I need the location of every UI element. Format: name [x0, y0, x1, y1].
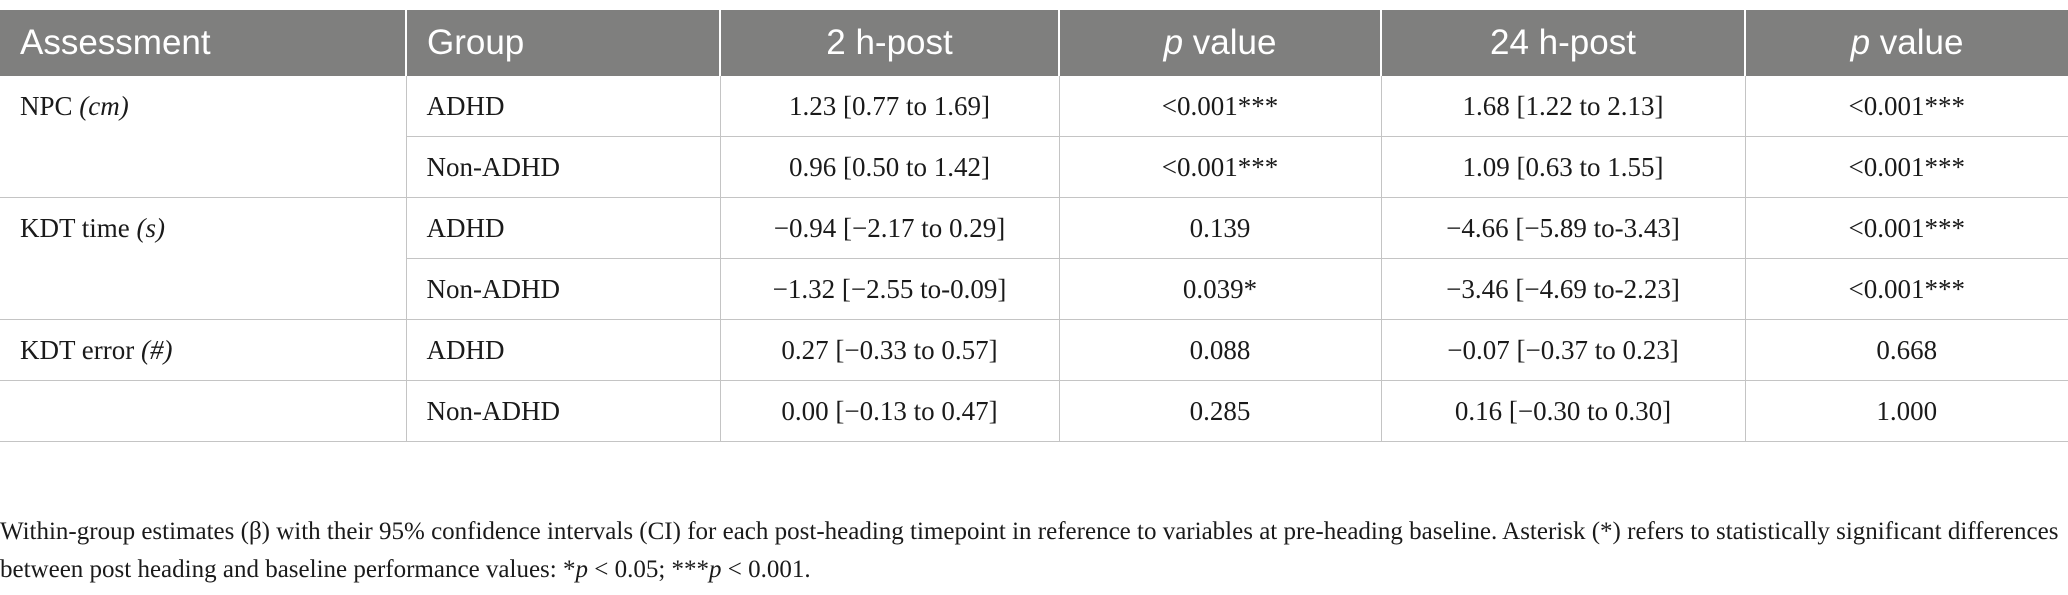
assessment-unit: (cm) [79, 91, 129, 121]
table-row: Non-ADHD 0.96 [0.50 to 1.42] <0.001*** 1… [0, 136, 2068, 198]
header-p-value-2h: p value [1059, 10, 1382, 76]
table-footnote: Within-group estimates (β) with their 95… [0, 513, 2060, 589]
header-assessment: Assessment [0, 10, 407, 76]
estimate-24h-cell: −0.07 [−0.37 to 0.23] [1380, 319, 1746, 381]
estimate-2h-cell: 0.00 [−0.13 to 0.47] [719, 380, 1060, 442]
assessment-name: KDT time [20, 213, 137, 243]
footnote-text: < 0.05; *** [587, 556, 710, 583]
assessment-name: NPC [20, 91, 80, 121]
header-24h-post: 24 h-post [1381, 10, 1746, 76]
p-value-24h-cell: <0.001*** [1744, 136, 2068, 198]
estimate-24h-cell: 1.09 [0.63 to 1.55] [1380, 136, 1746, 198]
estimate-2h-cell: 1.23 [0.77 to 1.69] [719, 76, 1060, 137]
header-group: Group [406, 10, 721, 76]
table-row: NPC (cm) ADHD 1.23 [0.77 to 1.69] <0.001… [0, 76, 2068, 198]
estimate-24h-cell: 1.68 [1.22 to 2.13] [1380, 76, 1746, 137]
estimate-24h-cell: 0.16 [−0.30 to 0.30] [1380, 380, 1746, 442]
p-value-24h-cell: 1.000 [1744, 380, 2068, 442]
assessment-unit: (#) [140, 334, 173, 365]
table-body: NPC (cm) ADHD 1.23 [0.77 to 1.69] <0.001… [0, 76, 2068, 442]
table-row: KDT error (#) ADHD 0.27 [−0.33 to 0.57] … [0, 319, 2068, 381]
footnote-p-symbol: p [709, 556, 722, 583]
estimate-2h-cell: 0.27 [−0.33 to 0.57] [719, 319, 1060, 381]
p-value-2h-cell: 0.039* [1058, 258, 1382, 320]
assessment-cell-kdt-error: KDT error (#) [0, 319, 407, 381]
header-p-symbol: p [1850, 23, 1871, 62]
estimate-2h-cell: 0.96 [0.50 to 1.42] [719, 136, 1060, 198]
estimate-2h-cell: −1.32 [−2.55 to-0.09] [719, 258, 1060, 320]
p-value-2h-cell: 0.285 [1058, 380, 1382, 442]
group-cell: ADHD [405, 197, 721, 259]
header-p-symbol: p [1163, 23, 1184, 62]
estimate-2h-cell: −0.94 [−2.17 to 0.29] [719, 197, 1060, 259]
results-table-container: Assessment Group 2 h-post p value 24 h-p… [0, 10, 2068, 442]
footnote-text: < 0.001. [721, 556, 811, 583]
footnote-text: Within-group estimates (β) with their 95… [0, 518, 2059, 583]
p-value-2h-cell: <0.001*** [1058, 136, 1382, 198]
p-value-24h-cell: <0.001*** [1744, 76, 2068, 137]
group-cell: Non-ADHD [406, 258, 721, 320]
group-cell: Non-ADHD [405, 380, 721, 442]
header-2h-post: 2 h-post [720, 10, 1060, 76]
assessment-cell-npc: NPC (cm) [0, 76, 407, 198]
assessment-cell-kdt-time: KDT time (s) [0, 197, 407, 320]
p-value-24h-cell: <0.001*** [1744, 258, 2068, 320]
group-cell: ADHD [405, 319, 721, 381]
assessment-unit: (s) [136, 213, 166, 243]
footnote-p-symbol: p [575, 556, 588, 583]
group-cell: ADHD [405, 76, 721, 137]
p-value-2h-cell: <0.001*** [1058, 76, 1382, 137]
table-row: KDT time (s) ADHD −0.94 [−2.17 to 0.29] … [0, 197, 2068, 320]
group-cell: Non-ADHD [406, 136, 721, 198]
assessment-name: KDT error [20, 334, 141, 365]
table-row: Non-ADHD −1.32 [−2.55 to-0.09] 0.039* −3… [0, 258, 2068, 320]
table-row: Non-ADHD 0.00 [−0.13 to 0.47] 0.285 0.16… [0, 380, 2068, 442]
p-value-24h-cell: <0.001*** [1744, 197, 2068, 259]
estimate-24h-cell: −3.46 [−4.69 to-2.23] [1380, 258, 1746, 320]
assessment-cell-empty [0, 380, 407, 442]
p-value-24h-cell: 0.668 [1744, 319, 2068, 381]
header-value-word: value [1870, 23, 1964, 62]
header-p-value-24h: p value [1745, 10, 2068, 76]
table-header: Assessment Group 2 h-post p value 24 h-p… [0, 10, 2068, 76]
results-table: Assessment Group 2 h-post p value 24 h-p… [0, 10, 2068, 442]
p-value-2h-cell: 0.139 [1058, 197, 1382, 259]
estimate-24h-cell: −4.66 [−5.89 to-3.43] [1380, 197, 1746, 259]
p-value-2h-cell: 0.088 [1058, 319, 1382, 381]
header-value-word: value [1183, 23, 1277, 62]
header-row: Assessment Group 2 h-post p value 24 h-p… [0, 10, 2068, 76]
